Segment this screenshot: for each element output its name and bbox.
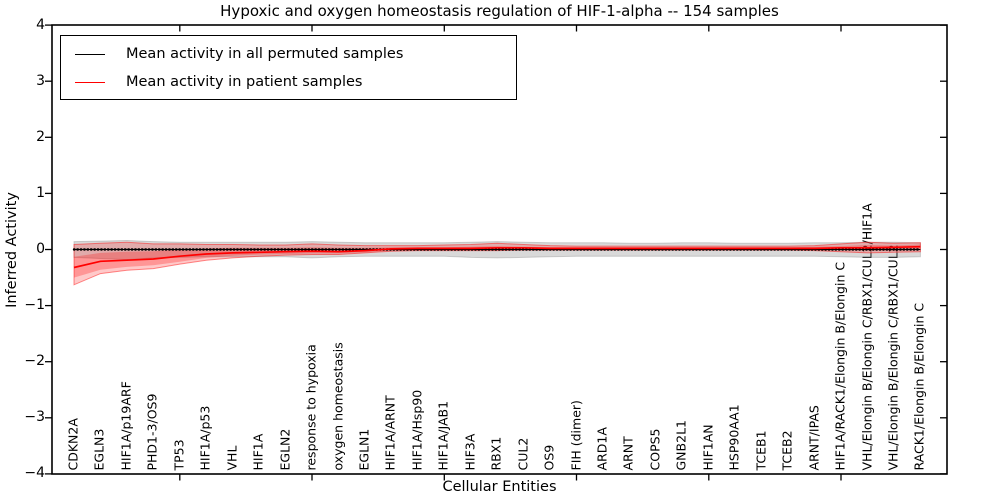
- y-tick-label: 4: [36, 17, 45, 33]
- chart-title: Hypoxic and oxygen homeostasis regulatio…: [220, 2, 779, 20]
- legend-item-patient: Mean activity in patient samples: [61, 68, 516, 96]
- legend-label-permuted: Mean activity in all permuted samples: [126, 46, 404, 62]
- y-tick-label: −2: [24, 353, 45, 369]
- patient-line-swatch: [75, 81, 105, 83]
- legend-label-patient: Mean activity in patient samples: [126, 74, 363, 90]
- patient-mean-line: [73, 245, 921, 269]
- y-tick-label: −1: [24, 297, 45, 313]
- y-tick-label: 3: [36, 73, 45, 89]
- legend: Mean activity in all permuted samples Me…: [60, 35, 517, 100]
- y-tick-label: −4: [24, 465, 45, 481]
- permuted-line-swatch: [75, 53, 105, 55]
- legend-item-permuted: Mean activity in all permuted samples: [61, 40, 516, 68]
- permuted-band: [73, 239, 921, 261]
- patient-band-inner: [74, 244, 921, 278]
- y-tick-label: 0: [36, 241, 45, 257]
- y-tick-label: 1: [36, 185, 45, 201]
- patient-band-outer: [73, 241, 921, 286]
- y-tick-label: −3: [24, 409, 45, 425]
- x-axis-label: Cellular Entities: [442, 479, 557, 495]
- y-tick-label: 2: [36, 129, 45, 145]
